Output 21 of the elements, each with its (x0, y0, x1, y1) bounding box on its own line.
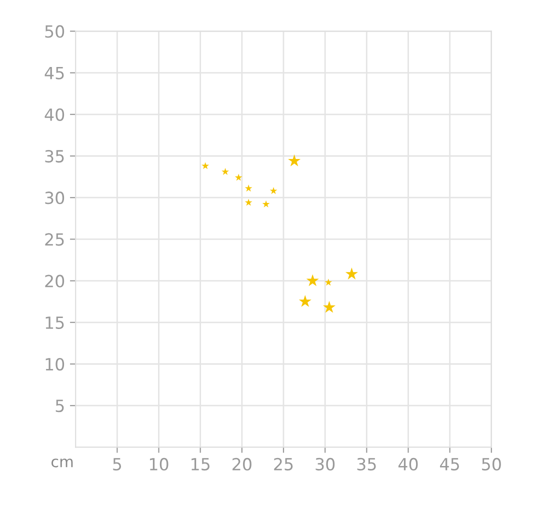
x-tick-label: 25 (274, 458, 293, 471)
x-tick-label: 20 (232, 458, 252, 471)
y-tick-label: 40 (44, 108, 64, 121)
x-axis-title: cm (51, 458, 73, 468)
x-tick-label: 35 (357, 458, 376, 471)
y-tick-label: 25 (45, 233, 64, 246)
x-tick-label: 10 (150, 458, 168, 471)
x-tick-label: 30 (316, 458, 335, 471)
x-tick-label: 45 (440, 458, 459, 471)
y-tick-label: 20 (45, 274, 64, 288)
y-tick-label: 35 (45, 150, 64, 163)
y-tick-label: 45 (44, 66, 64, 80)
x-tick-label: 5 (113, 458, 122, 471)
y-tick-label: 15 (46, 316, 64, 329)
y-tick-label: 30 (45, 192, 64, 204)
x-tick-label: 40 (398, 458, 418, 471)
y-tick-label: 5 (56, 400, 64, 412)
y-tick-label: 50 (45, 25, 64, 38)
x-tick-label: 15 (192, 458, 210, 471)
y-tick-label: 10 (46, 358, 64, 371)
x-tick-label: 50 (482, 458, 501, 471)
